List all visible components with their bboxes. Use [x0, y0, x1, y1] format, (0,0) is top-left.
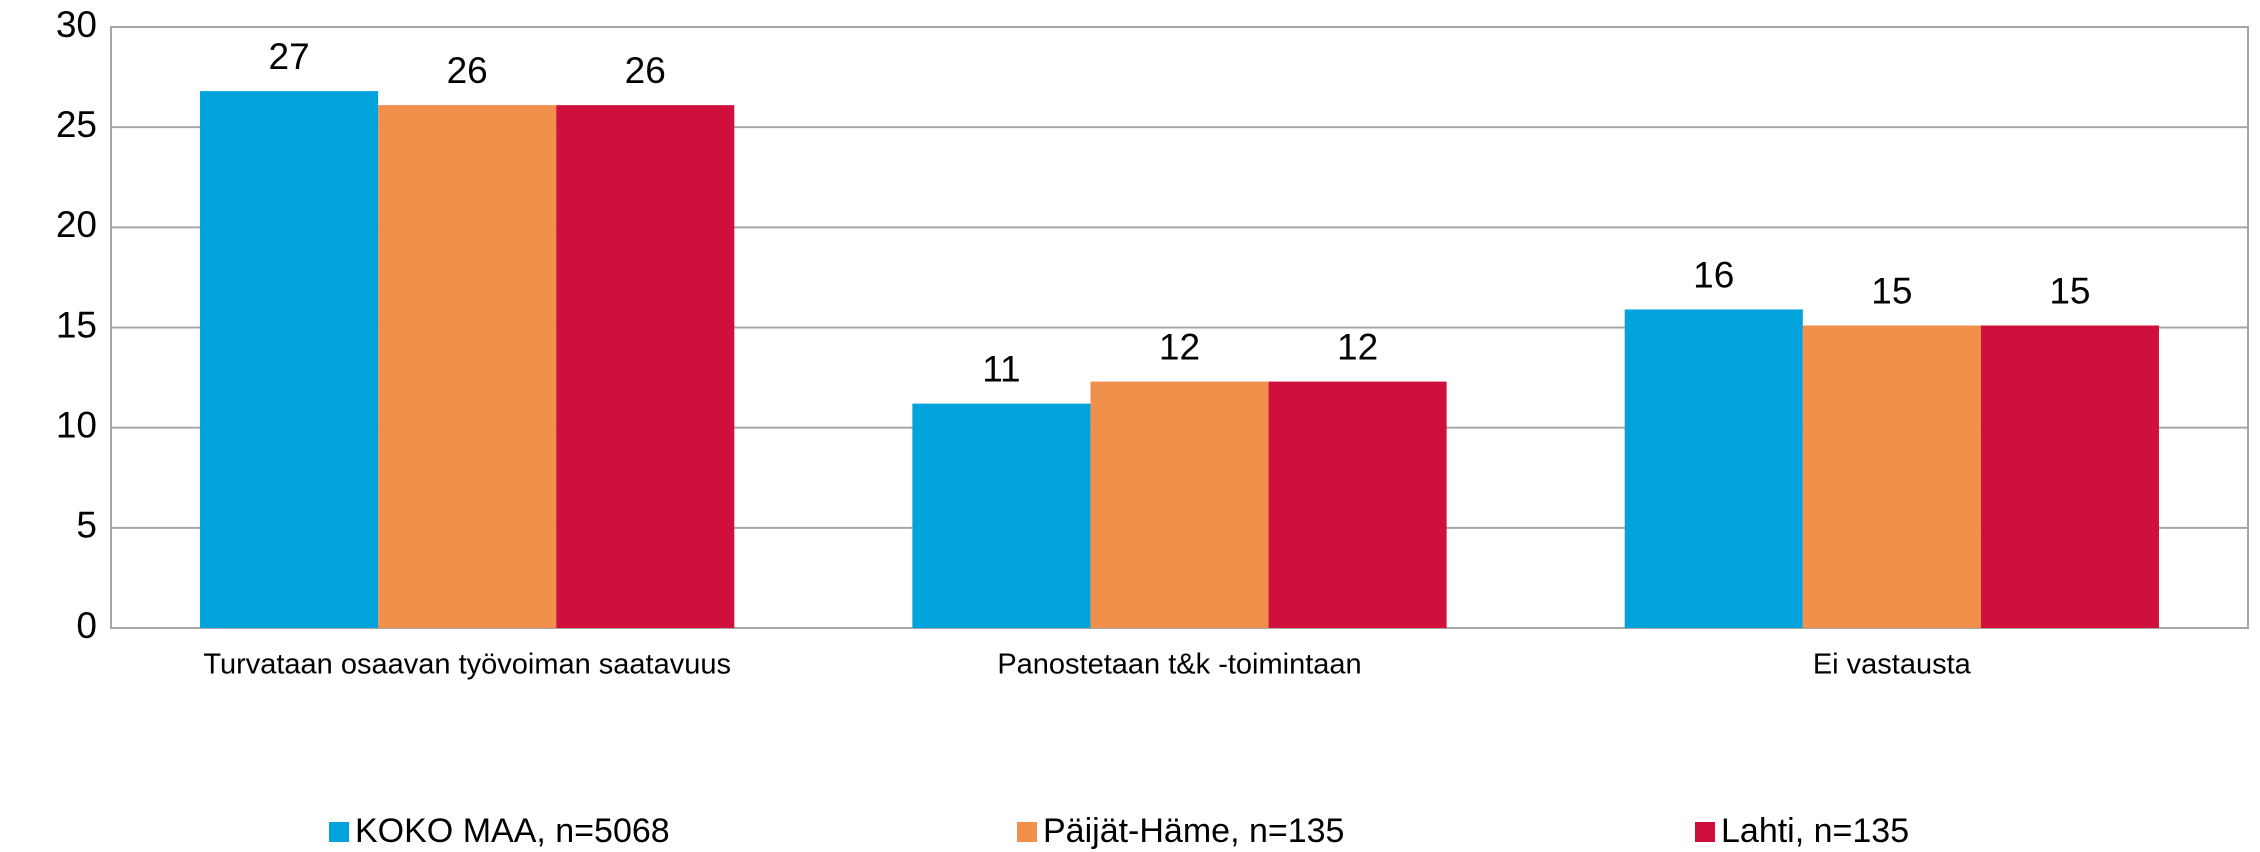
legend-label: Lahti, n=135: [1721, 812, 1909, 850]
legend-label: Päijät-Häme, n=135: [1043, 812, 1344, 850]
legend-swatch: [329, 822, 349, 842]
bar: [1090, 381, 1269, 628]
legend-swatch: [1695, 822, 1715, 842]
bar: [378, 105, 557, 628]
data-label: 26: [447, 50, 488, 91]
y-tick-label: 10: [56, 404, 97, 445]
bar: [1980, 325, 2159, 628]
x-tick-label: Turvataan osaavan työvoiman saatavuus: [203, 649, 731, 681]
y-tick-label: 15: [56, 304, 97, 345]
bar: [200, 91, 379, 628]
bar: [1624, 309, 1803, 628]
bar: [1268, 381, 1447, 628]
data-label: 15: [1871, 270, 1912, 311]
y-tick-label: 5: [76, 505, 97, 546]
y-tick-label: 20: [56, 204, 97, 245]
data-label: 15: [2049, 270, 2090, 311]
bar: [556, 105, 735, 628]
x-tick-label: Ei vastausta: [1813, 649, 1972, 681]
data-label: 27: [269, 36, 310, 77]
data-label: 11: [982, 348, 1020, 389]
x-tick-label: Panostetaan t&k -toimintaan: [997, 649, 1361, 681]
legend-label: KOKO MAA, n=5068: [355, 812, 670, 850]
data-label: 16: [1693, 254, 1734, 295]
legend-swatch: [1017, 822, 1037, 842]
bar: [912, 403, 1091, 628]
y-tick-label: 0: [76, 605, 97, 646]
bar: [1802, 325, 1981, 628]
data-label: 12: [1337, 326, 1378, 367]
y-tick-label: 25: [56, 104, 97, 145]
data-label: 12: [1159, 326, 1200, 367]
data-label: 26: [625, 50, 666, 91]
y-tick-label: 30: [56, 4, 97, 45]
